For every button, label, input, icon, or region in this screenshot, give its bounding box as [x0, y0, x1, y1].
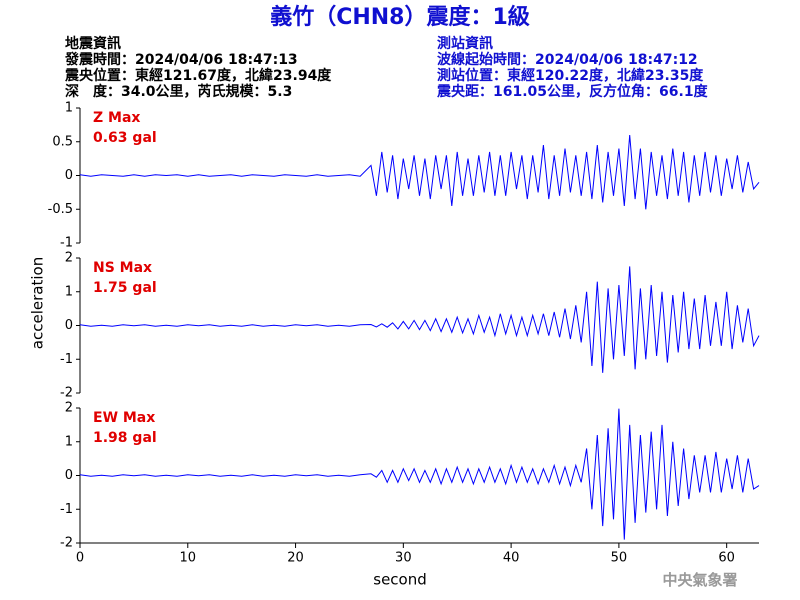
max-label: 1.98 gal — [93, 430, 157, 446]
y-tick-label: 0 — [65, 318, 73, 333]
y-tick-label: 2 — [65, 251, 73, 266]
y-tick-label: 2 — [65, 401, 73, 416]
max-label: Z Max — [93, 110, 140, 126]
y-tick-label: 0.5 — [52, 134, 73, 149]
y-tick-label: -1 — [60, 502, 73, 517]
y-tick-label: 1 — [65, 434, 73, 449]
y-tick-label: -1 — [60, 236, 73, 251]
info-left: 發震時間：2024/04/06 18:47:13 — [64, 51, 298, 68]
max-label: 0.63 gal — [93, 130, 157, 146]
y-tick-label: -0.5 — [48, 202, 73, 217]
waveform — [79, 408, 760, 540]
info-right: 震央距：161.05公里，反方位角：66.1度 — [436, 83, 709, 100]
info-left: 深 度：34.0公里，芮氏規模：5.3 — [65, 83, 292, 100]
info-right: 測站資訊 — [437, 35, 493, 52]
info-right: 測站位置：東經120.22度，北緯23.35度 — [437, 67, 704, 84]
max-label: 1.75 gal — [93, 280, 157, 296]
footer: 中央氣象署 — [662, 571, 737, 589]
y-tick-label: -1 — [60, 352, 73, 367]
x-axis-label: second — [373, 571, 427, 589]
y-tick-label: 1 — [65, 101, 73, 116]
x-tick-label: 60 — [718, 551, 735, 566]
title: 義竹（CHN8）震度：1級 — [270, 4, 530, 30]
x-tick-label: 10 — [180, 551, 197, 566]
y-tick-label: 1 — [65, 284, 73, 299]
max-label: NS Max — [93, 260, 152, 276]
y-tick-label: -2 — [60, 386, 73, 401]
x-tick-label: 20 — [287, 551, 304, 566]
info-left: 震央位置：東經121.67度，北緯23.94度 — [64, 67, 332, 84]
waveform — [79, 134, 760, 210]
info-right: 波線起始時間：2024/04/06 18:47:12 — [437, 51, 698, 68]
x-tick-label: 50 — [611, 551, 628, 566]
y-tick-label: -2 — [60, 536, 73, 551]
y-axis-label: acceleration — [29, 257, 47, 349]
info-left: 地震資訊 — [65, 35, 121, 52]
y-tick-label: 0 — [65, 168, 73, 183]
y-tick-label: 0 — [65, 468, 73, 483]
x-tick-label: 40 — [503, 551, 520, 566]
x-tick-label: 0 — [76, 551, 84, 566]
max-label: EW Max — [93, 410, 155, 426]
waveform — [79, 266, 760, 373]
x-tick-label: 30 — [395, 551, 412, 566]
